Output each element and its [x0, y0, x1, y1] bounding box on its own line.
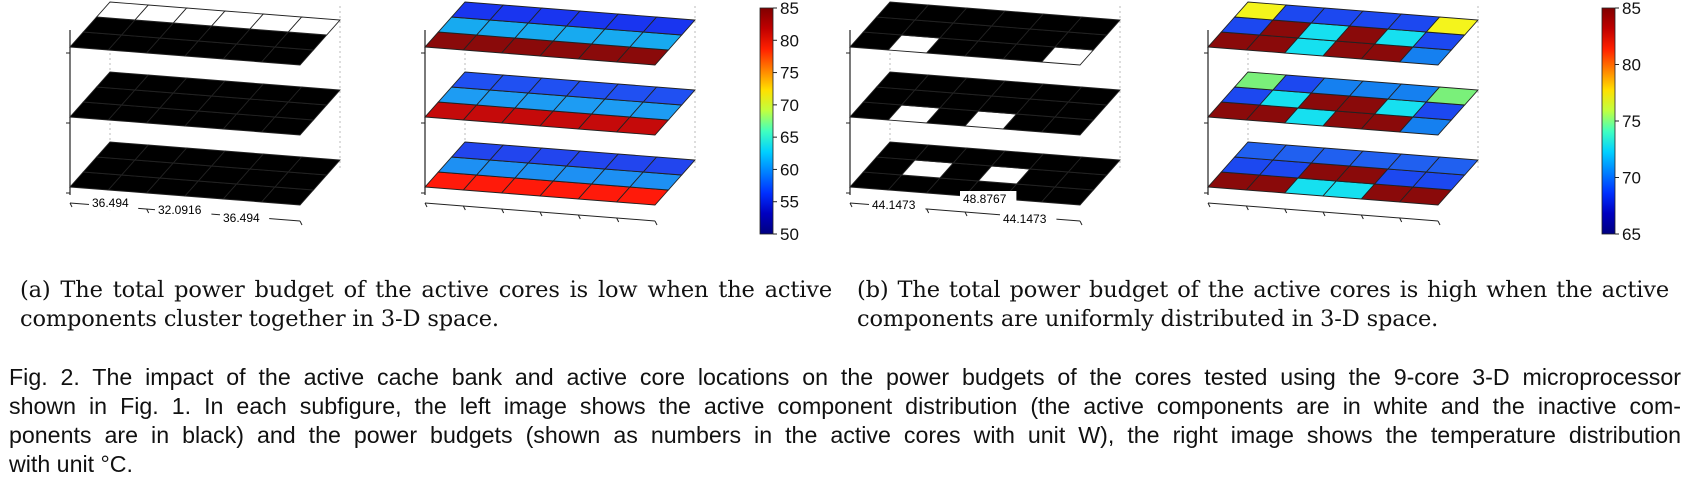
x-tick-mark — [1322, 211, 1326, 217]
temperature-cell — [1425, 16, 1479, 36]
x-tick-mark — [1207, 202, 1211, 208]
panel-b: 44.1473 48.8767 44.1473 85 80 75 70 65 — [846, 0, 1641, 244]
distribution-cell — [1067, 16, 1121, 36]
temperature-cell — [1425, 156, 1479, 176]
figure-caption-line: ponents are in black) and the power budg… — [9, 422, 1681, 448]
figure-caption-line: Fig. 2. The impact of the active cache b… — [9, 364, 1681, 390]
power-label: 44.1473 — [872, 198, 916, 212]
x-tick-mark — [849, 202, 853, 208]
x-tick-mark — [501, 208, 505, 214]
panel-b-colorbar: 85 80 75 70 65 — [1601, 0, 1641, 244]
colorbar-tick-label: 65 — [780, 128, 799, 147]
power-label-bg — [155, 202, 212, 217]
panel-b-distribution-plot: 44.1473 48.8767 44.1473 — [846, 0, 1121, 226]
x-tick-mark — [299, 220, 303, 226]
x-tick-mark — [654, 220, 658, 226]
distribution-cell — [287, 156, 341, 176]
subfigure-a-caption: (a) The total power budget of the active… — [20, 276, 832, 334]
distribution-cell — [1067, 156, 1121, 176]
x-tick-mark — [69, 202, 73, 208]
colorbar-tick-label: 60 — [780, 160, 799, 179]
panel-a-temperature-plot — [421, 0, 696, 226]
x-tick-mark — [424, 202, 428, 208]
colorbar-tick-label: 55 — [780, 193, 799, 212]
power-label: 48.8767 — [963, 192, 1007, 206]
colorbar-tick-label: 80 — [1622, 56, 1641, 75]
panel-a-distribution-plot: 36.494 32.0916 36.494 — [66, 0, 341, 226]
x-tick-mark — [577, 214, 581, 220]
colorbar-tick-label: 85 — [780, 0, 799, 18]
colorbar-tick-label: 75 — [1622, 112, 1641, 131]
figure-caption: Fig. 2. The impact of the active cache b… — [9, 363, 1681, 479]
panel-a-colorbar: 85 80 75 70 65 60 55 50 — [759, 0, 799, 244]
subfigure-b-caption-line: components are uniformly distributed in … — [857, 306, 1439, 332]
power-label-bg — [1000, 211, 1057, 226]
power-label: 44.1473 — [1003, 212, 1047, 226]
subfigure-a-caption-line: (a) The total power budget of the active… — [20, 277, 832, 303]
temperature-cell — [1425, 86, 1479, 106]
colorbar-tick-label: 75 — [780, 64, 799, 83]
figure-plots: 36.494 32.0916 36.494 85 80 75 70 65 60 55 50 44.… — [66, 0, 1641, 244]
x-tick-mark — [616, 217, 620, 223]
figure-caption-line: with unit °C. — [9, 451, 133, 477]
power-label: 36.494 — [92, 196, 129, 210]
x-tick-mark — [1360, 214, 1364, 220]
power-label: 32.0916 — [158, 203, 202, 217]
subfigure-b-caption-line: (b) The total power budget of the active… — [857, 277, 1669, 303]
power-label-bg — [960, 191, 1017, 206]
x-tick-mark — [926, 208, 930, 214]
x-tick-mark — [1437, 220, 1441, 226]
subfigure-b-caption: (b) The total power budget of the active… — [857, 276, 1669, 334]
colorbar-bar — [759, 7, 774, 235]
power-label-bg — [220, 210, 270, 225]
distribution-cell — [287, 86, 341, 106]
colorbar-tick-label: 70 — [780, 96, 799, 115]
temperature-cell — [642, 86, 696, 106]
figure-caption-line: shown in Fig. 1. In each subfigure, the … — [9, 393, 1681, 419]
colorbar-tick-label: 80 — [780, 31, 799, 50]
power-label-bg — [89, 195, 139, 210]
colorbar-tick-label: 65 — [1622, 225, 1641, 244]
x-tick-mark — [462, 205, 466, 211]
panel-a: 36.494 32.0916 36.494 85 80 75 70 65 60 55 50 — [66, 0, 799, 244]
x-tick-mark — [1245, 205, 1249, 211]
x-tick-mark — [1399, 217, 1403, 223]
subfigure-a-caption-line: components cluster together in 3-D space… — [20, 306, 499, 332]
panel-b-temperature-plot — [1204, 0, 1479, 226]
x-tick-mark — [146, 208, 150, 214]
x-tick-mark — [1284, 208, 1288, 214]
x-tick-mark — [539, 211, 543, 217]
colorbar-tick-label: 85 — [1622, 0, 1641, 18]
x-tick-mark — [1079, 220, 1083, 226]
distribution-cell — [1067, 86, 1121, 106]
distribution-cell — [287, 16, 341, 36]
colorbar-bar — [1601, 7, 1616, 235]
power-label: 36.494 — [223, 211, 260, 225]
temperature-cell — [642, 156, 696, 176]
temperature-cell — [642, 16, 696, 36]
power-label-bg — [869, 197, 926, 212]
x-tick-mark — [964, 211, 968, 217]
colorbar-tick-label: 70 — [1622, 169, 1641, 188]
colorbar-tick-label: 50 — [780, 225, 799, 244]
